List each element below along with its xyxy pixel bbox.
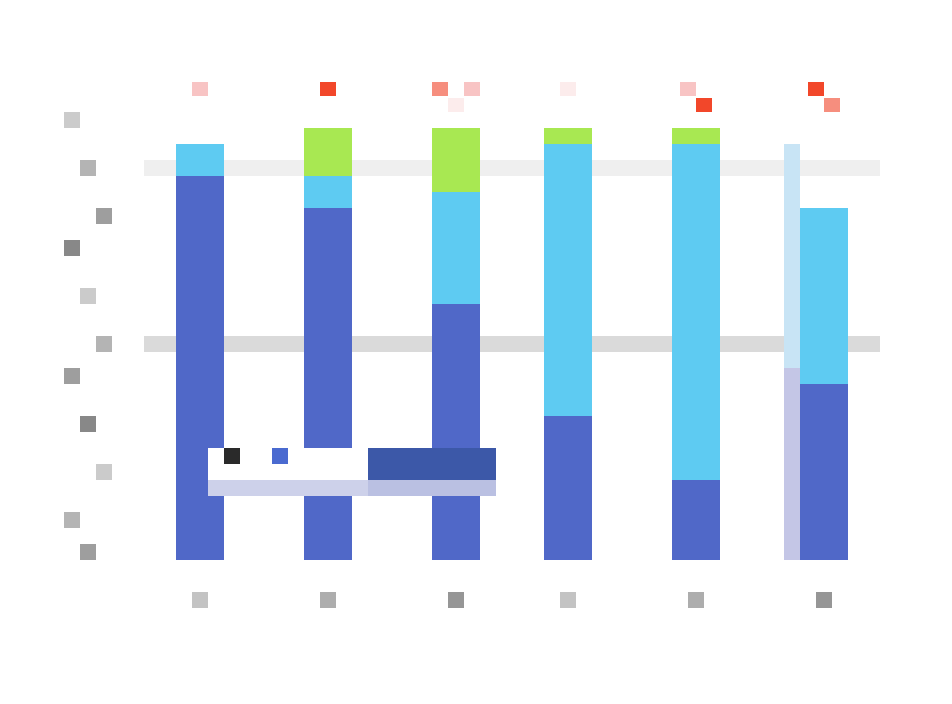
legend-swatch xyxy=(224,448,240,464)
bar-segment xyxy=(176,176,224,560)
y-tick-label xyxy=(80,544,96,560)
highlight-marker xyxy=(680,82,696,96)
bar-segment xyxy=(544,144,592,416)
x-tick-label xyxy=(192,592,208,608)
bar-segment xyxy=(672,128,720,144)
shadow-bar-upper xyxy=(784,144,800,368)
highlight-marker xyxy=(808,82,824,96)
highlight-markers xyxy=(192,82,840,112)
highlight-marker xyxy=(824,98,840,112)
bar-segment xyxy=(544,416,592,560)
bars xyxy=(176,128,848,560)
y-tick-label xyxy=(80,416,96,432)
x-tick-label xyxy=(448,592,464,608)
highlight-marker xyxy=(448,98,464,112)
bar-segment xyxy=(304,208,352,560)
highlight-marker xyxy=(320,82,336,96)
gridline xyxy=(144,336,880,352)
bar-segment xyxy=(672,144,720,480)
y-tick-label xyxy=(96,464,112,480)
highlight-marker xyxy=(696,98,712,112)
bar-segment xyxy=(432,128,480,192)
y-tick-label xyxy=(64,112,80,128)
bar-segment xyxy=(304,128,352,176)
legend-swatch xyxy=(272,448,288,464)
highlight-marker xyxy=(464,82,480,96)
highlight-marker xyxy=(432,82,448,96)
y-tick-label xyxy=(96,336,112,352)
legend-underline xyxy=(208,480,496,496)
bar-segment xyxy=(800,384,848,560)
bar-segment xyxy=(176,144,224,176)
bar-segment xyxy=(432,304,480,560)
y-axis xyxy=(64,112,832,608)
x-tick-label xyxy=(560,592,576,608)
x-tick-label xyxy=(816,592,832,608)
y-tick-label xyxy=(64,512,80,528)
y-tick-label xyxy=(80,288,96,304)
bar-segment xyxy=(432,192,480,304)
highlight-marker xyxy=(192,82,208,96)
x-tick-label xyxy=(688,592,704,608)
gridline xyxy=(144,160,880,176)
bar-segment xyxy=(304,176,352,208)
bar-segment xyxy=(544,128,592,144)
y-tick-label xyxy=(80,160,96,176)
highlight-marker xyxy=(560,82,576,96)
y-tick-label xyxy=(64,368,80,384)
bar-segment xyxy=(672,480,720,560)
gridlines xyxy=(144,160,880,352)
y-tick-label xyxy=(64,240,80,256)
x-tick-label xyxy=(320,592,336,608)
legend xyxy=(208,448,496,496)
y-tick-label xyxy=(96,208,112,224)
bar-segment xyxy=(800,208,848,384)
